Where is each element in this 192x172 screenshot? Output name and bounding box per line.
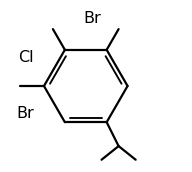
Text: Br: Br — [84, 11, 101, 26]
Text: Cl: Cl — [18, 50, 34, 65]
Text: Br: Br — [16, 106, 34, 121]
